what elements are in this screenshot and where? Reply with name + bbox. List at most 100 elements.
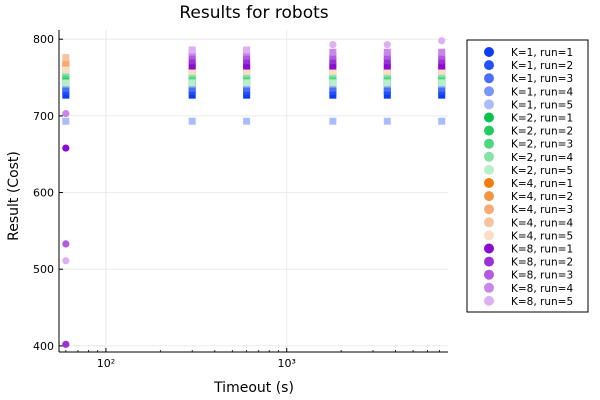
data-point (438, 37, 446, 45)
data-point (438, 91, 446, 99)
legend-label: K=8, run=2 (511, 257, 573, 269)
legend-marker (484, 73, 494, 84)
data-point (329, 48, 337, 56)
legend-label: K=2, run=1 (511, 113, 573, 125)
legend-label: K=1, run=4 (511, 86, 573, 98)
data-point (188, 117, 196, 125)
data-point (438, 48, 446, 56)
data-point (188, 57, 196, 65)
grid (59, 30, 448, 352)
data-point (383, 52, 391, 60)
data-point (243, 67, 251, 75)
legend: K=1, run=1K=1, run=2K=1, run=3K=1, run=4… (466, 39, 589, 313)
data-point (383, 117, 391, 125)
data-point (188, 79, 196, 87)
data-point (243, 52, 251, 60)
data-point (62, 109, 70, 118)
legend-label: K=1, run=3 (511, 73, 573, 85)
data-point (329, 62, 337, 70)
data-point (383, 40, 391, 49)
data-point (188, 67, 196, 75)
y-tick-label: 600 (33, 187, 54, 200)
data-point (329, 91, 337, 99)
data-point (188, 84, 196, 92)
data-points (62, 37, 446, 348)
x-tick-label: 10² (97, 357, 115, 370)
legend-label: K=1, run=2 (511, 60, 573, 72)
data-point (188, 91, 196, 99)
y-tick-label: 700 (33, 110, 54, 123)
legend-label: K=4, run=1 (511, 178, 573, 190)
legend-marker (484, 282, 494, 293)
data-point (62, 91, 70, 99)
data-point (62, 84, 70, 92)
data-point (383, 79, 391, 87)
data-point (188, 52, 196, 60)
data-point (243, 57, 251, 65)
data-point (243, 117, 251, 125)
data-point (383, 62, 391, 70)
legend-marker (484, 112, 494, 123)
data-point (62, 340, 70, 348)
legend-marker (484, 99, 494, 110)
data-point (383, 57, 391, 65)
data-point (329, 40, 337, 49)
data-point (243, 91, 251, 99)
legend-marker (484, 217, 494, 228)
data-point (438, 84, 446, 92)
data-point (329, 117, 337, 125)
legend-label: K=1, run=5 (511, 99, 573, 111)
legend-label: K=8, run=5 (511, 296, 573, 308)
data-point (383, 84, 391, 92)
legend-marker (484, 204, 494, 215)
data-point (62, 144, 70, 152)
legend-marker (484, 125, 494, 136)
data-point (329, 79, 337, 87)
data-point (188, 62, 196, 70)
data-point (438, 57, 446, 65)
legend-label: K=8, run=4 (511, 283, 573, 295)
y-tick-label: 500 (33, 263, 54, 276)
x-axis-label: Timeout (s) (213, 380, 294, 396)
data-point (329, 57, 337, 65)
legend-label: K=8, run=1 (511, 244, 573, 256)
data-point (329, 84, 337, 92)
legend-marker (484, 191, 494, 202)
data-point (188, 46, 196, 54)
data-point (383, 91, 391, 99)
data-point (243, 84, 251, 92)
legend-label: K=4, run=3 (511, 204, 573, 216)
axes: 10² 10³ 400 500 600 700 800 (33, 30, 448, 370)
legend-label: K=2, run=2 (511, 126, 573, 138)
data-point (62, 79, 70, 87)
data-point (243, 79, 251, 87)
x-tick-label: 10³ (278, 357, 296, 370)
data-point (62, 66, 70, 74)
y-tick-label: 400 (33, 340, 54, 353)
legend-label: K=4, run=4 (511, 217, 573, 229)
legend-marker (484, 164, 494, 175)
data-point (243, 62, 251, 70)
legend-label: K=1, run=1 (511, 47, 573, 59)
data-point (438, 52, 446, 60)
legend-marker (484, 178, 494, 188)
legend-marker (484, 47, 494, 57)
legend-label: K=2, run=3 (511, 139, 573, 151)
data-point (438, 117, 446, 125)
y-axis-label: Result (Cost) (6, 151, 22, 241)
data-point (62, 257, 70, 265)
data-point (62, 58, 70, 66)
legend-box (466, 39, 589, 313)
data-point (62, 240, 70, 248)
data-point (438, 62, 446, 70)
data-point (438, 79, 446, 87)
legend-marker (484, 230, 494, 241)
y-tick-label: 800 (33, 33, 54, 46)
legend-label: K=2, run=5 (511, 165, 573, 177)
legend-label: K=2, run=4 (511, 152, 573, 164)
data-point (438, 67, 446, 75)
data-point (62, 117, 70, 125)
chart-title: Results for robots (179, 3, 328, 23)
data-point (383, 67, 391, 75)
